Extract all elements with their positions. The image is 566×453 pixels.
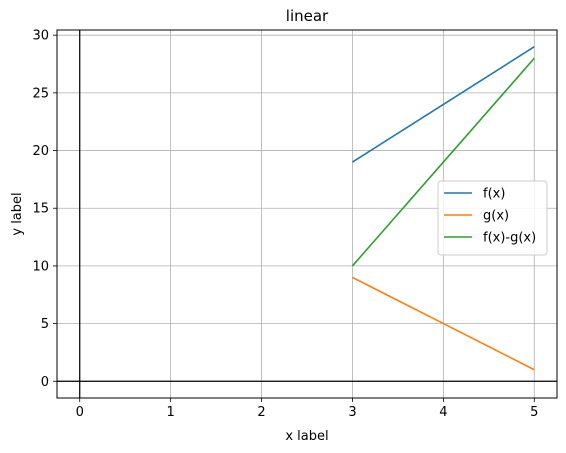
x-tick-label: 2 xyxy=(257,405,265,420)
series-line xyxy=(351,57,535,267)
legend-label: f(x) xyxy=(483,187,505,202)
y-axis-title: y label xyxy=(10,192,25,235)
y-tick-label: 20 xyxy=(32,144,49,159)
chart-title: linear xyxy=(286,7,329,25)
y-tick-label: 15 xyxy=(32,202,49,217)
series-line xyxy=(352,46,535,163)
x-tick-label: 1 xyxy=(166,405,174,420)
y-tick-label: 5 xyxy=(41,317,49,332)
reference-lines xyxy=(57,30,557,398)
y-tick-label: 10 xyxy=(32,259,49,274)
legend-label: f(x)-g(x) xyxy=(483,231,536,246)
x-tick-label: 3 xyxy=(348,405,356,420)
y-tick-label: 25 xyxy=(32,86,49,101)
x-tick-label: 4 xyxy=(439,405,447,420)
x-axis-ticks: 0 1 2 3 4 5 xyxy=(76,398,538,420)
legend: f(x) g(x) f(x)-g(x) xyxy=(437,180,548,256)
x-axis-title: x label xyxy=(285,429,328,444)
series-layer xyxy=(351,46,535,371)
series-line xyxy=(352,276,535,371)
y-tick-label: 30 xyxy=(32,29,49,44)
y-axis-ticks: 0 5 10 15 20 25 30 xyxy=(32,29,57,390)
legend-label: g(x) xyxy=(483,209,509,224)
plot-frame xyxy=(56,29,558,399)
x-tick-label: 5 xyxy=(530,405,538,420)
y-tick-label: 0 xyxy=(41,375,49,390)
x-tick-label: 0 xyxy=(76,405,84,420)
